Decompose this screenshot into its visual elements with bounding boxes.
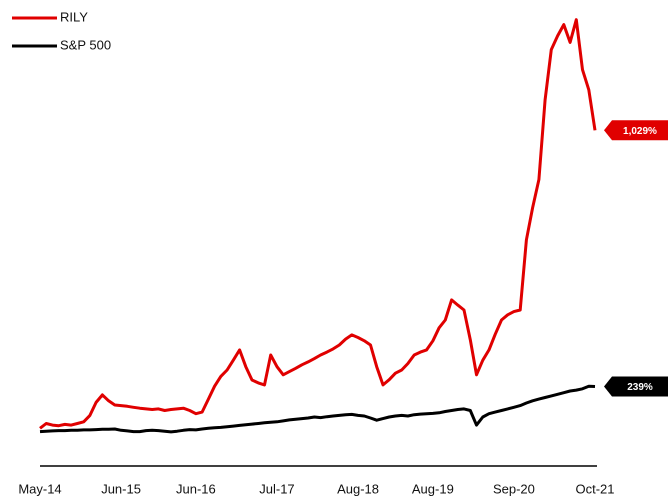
legend-label: RILY (60, 9, 88, 24)
x-tick-label: Jun-16 (176, 481, 216, 496)
x-tick-label: Jun-15 (101, 481, 141, 496)
x-tick-label: Jul-17 (259, 481, 294, 496)
x-tick-label: Aug-18 (337, 481, 379, 496)
end-tag (604, 376, 668, 397)
end-tag (604, 120, 668, 141)
x-tick-label: Sep-20 (493, 481, 535, 496)
end-tag-label: 239% (627, 382, 653, 393)
x-tick-label: May-14 (18, 481, 61, 496)
x-tick-label: Oct-21 (575, 481, 614, 496)
series-line (39, 384, 596, 434)
series-line (39, 18, 597, 430)
end-tag-label: 1,029% (623, 126, 657, 137)
x-tick-label: Aug-19 (412, 481, 454, 496)
legend-label: S&P 500 (60, 37, 111, 52)
